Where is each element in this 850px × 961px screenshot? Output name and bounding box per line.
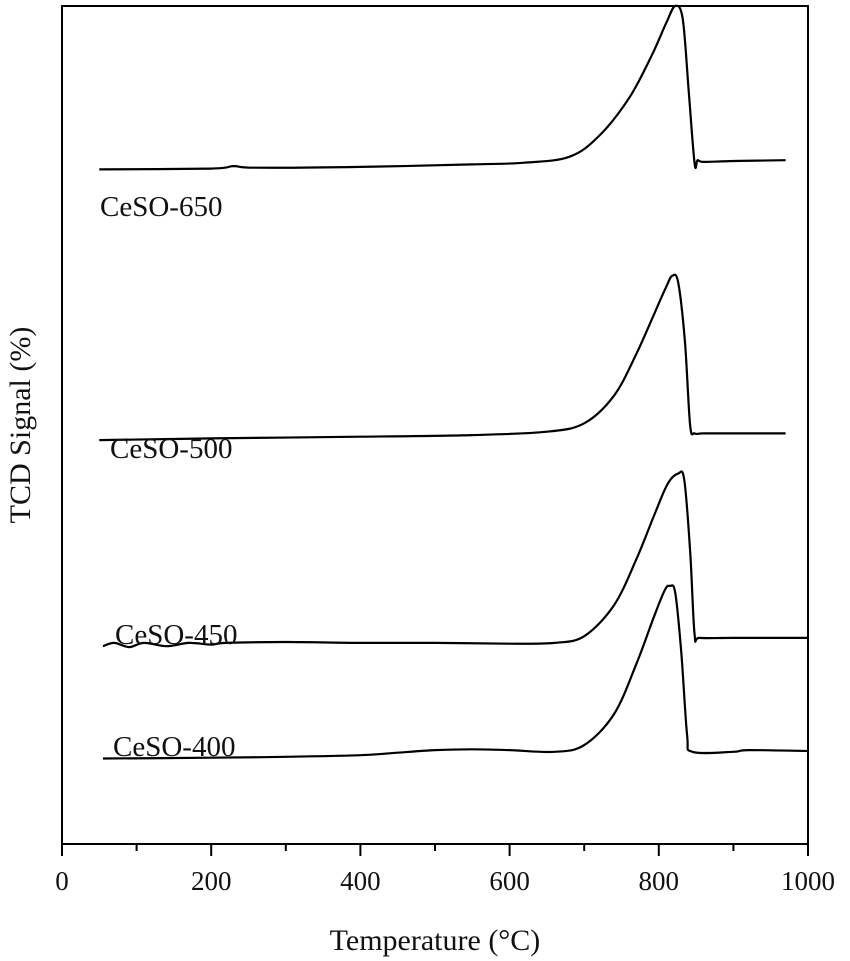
- plot-frame: [61, 5, 809, 845]
- series-curves: [99, 4, 809, 760]
- label-ceso-450: CeSO-450: [115, 619, 237, 651]
- y-axis-title: TCD Signal (%): [4, 327, 37, 524]
- x-tick-label-200: 200: [191, 866, 232, 896]
- x-tick-label-800: 800: [639, 866, 680, 896]
- series-line-ceso-500: [99, 273, 786, 442]
- label-ceso-500: CeSO-500: [110, 433, 232, 465]
- series-line-ceso-650: [99, 4, 786, 171]
- x-tick-label-1000: 1000: [781, 866, 835, 896]
- label-ceso-400: CeSO-400: [113, 731, 235, 763]
- x-axis-title: Temperature (°C): [330, 924, 541, 957]
- x-tick-label-400: 400: [340, 866, 381, 896]
- x-tick-label-0: 0: [55, 866, 69, 896]
- series-line-ceso-400: [102, 584, 809, 760]
- x-axis-ticks: [61, 844, 809, 856]
- x-axis-tick-labels: 0 200 400 600 800 1000: [55, 866, 835, 896]
- x-tick-label-600: 600: [489, 866, 530, 896]
- label-ceso-650: CeSO-650: [100, 191, 222, 223]
- series-line-ceso-450: [102, 470, 808, 649]
